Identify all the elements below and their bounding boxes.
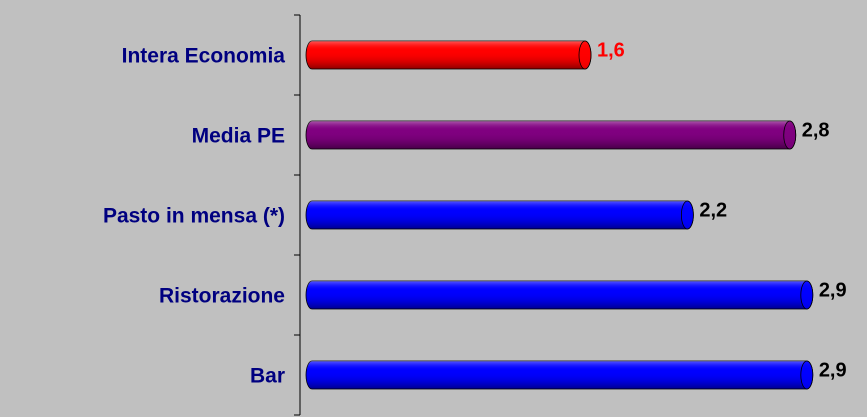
bar-cap bbox=[783, 120, 797, 150]
category-label: Intera Economia bbox=[122, 45, 286, 68]
category-label: Pasto in mensa (*) bbox=[103, 205, 285, 228]
bar-group bbox=[305, 200, 694, 230]
value-label: 1,6 bbox=[597, 39, 625, 61]
bar-shade bbox=[306, 41, 591, 69]
value-label: 2,8 bbox=[802, 119, 830, 141]
value-label: 2,2 bbox=[699, 199, 727, 221]
category-label: Bar bbox=[250, 365, 285, 388]
bar-cap bbox=[800, 360, 814, 390]
bar-cap bbox=[680, 200, 694, 230]
bar-cap bbox=[578, 40, 592, 70]
category-label: Media PE bbox=[192, 125, 285, 148]
bar-group bbox=[305, 40, 592, 70]
bar-shade bbox=[306, 201, 694, 229]
bar-shade bbox=[306, 361, 813, 389]
bar-group bbox=[305, 280, 814, 310]
value-label: 2,9 bbox=[819, 279, 847, 301]
bar-shade bbox=[306, 281, 813, 309]
bar-group bbox=[305, 120, 797, 150]
bar-shade bbox=[306, 121, 796, 149]
value-label: 2,9 bbox=[819, 359, 847, 381]
category-label: Ristorazione bbox=[159, 285, 285, 308]
bar-cap bbox=[800, 280, 814, 310]
bar-group bbox=[305, 360, 814, 390]
